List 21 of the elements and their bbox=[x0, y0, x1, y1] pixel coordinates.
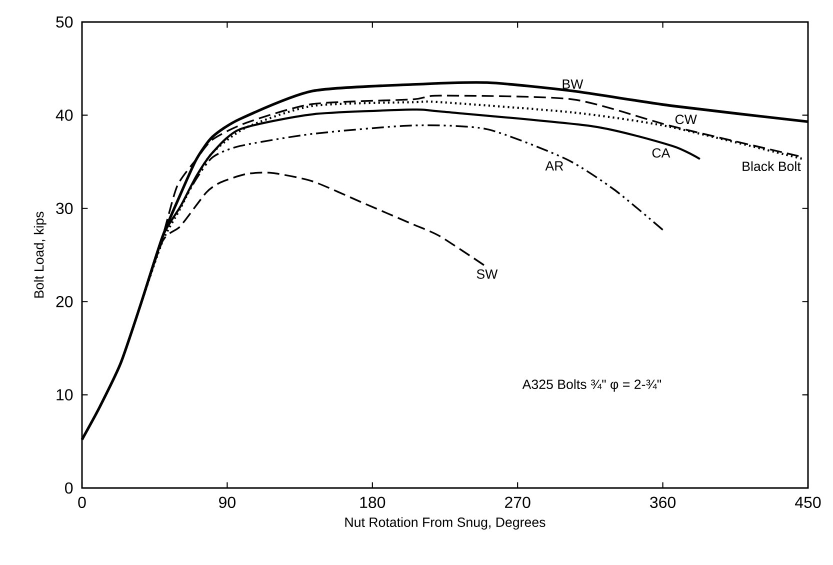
y-tick-label: 10 bbox=[56, 389, 73, 400]
y-tick-label: 30 bbox=[56, 202, 73, 214]
series-label: Black Bolt bbox=[742, 161, 801, 172]
series-label: CA bbox=[652, 148, 670, 158]
annotation: A325 Bolts ¾" φ = 2-¾" bbox=[522, 379, 662, 392]
y-tick-label: 20 bbox=[56, 296, 73, 308]
x-tick-label: 450 bbox=[795, 496, 821, 508]
x-tick-label: 90 bbox=[219, 496, 236, 508]
x-tick-label: 360 bbox=[650, 496, 676, 508]
series-label: CW bbox=[675, 114, 697, 124]
y-axis-title: Bolt Load, kips bbox=[34, 212, 46, 298]
x-tick-label: 270 bbox=[505, 496, 530, 508]
series-label: SW bbox=[476, 269, 498, 279]
series-label: AR bbox=[545, 161, 564, 170]
x-axis-title: Nut Rotation From Snug, Degrees bbox=[345, 517, 546, 530]
x-tick-label: 0 bbox=[78, 496, 86, 508]
y-tick-label: 0 bbox=[65, 482, 73, 494]
series-label: BW bbox=[562, 80, 584, 89]
x-tick-label: 180 bbox=[360, 496, 386, 508]
y-tick-label: 40 bbox=[56, 110, 73, 121]
y-tick-label: 50 bbox=[56, 16, 73, 28]
